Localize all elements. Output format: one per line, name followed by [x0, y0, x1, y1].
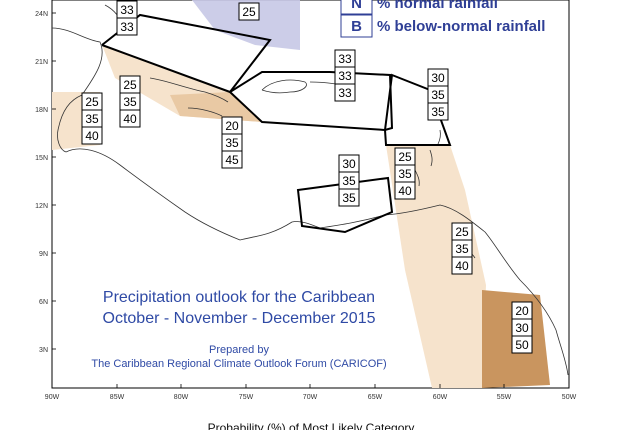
prob-value: 40	[398, 184, 412, 198]
prob-box-greater-antilles: 33 33 33	[334, 49, 356, 102]
below-normal-zone-east	[386, 145, 486, 388]
legend-label-n: % normal rainfall	[377, 0, 498, 12]
prob-value: 33	[338, 69, 352, 83]
prob-cell	[427, 102, 449, 121]
latitude-labels: 24N 21N 18N 15N 12N 9N 6N 3N	[35, 11, 48, 354]
lon-label-55w: 55W	[497, 394, 512, 401]
legend-letter-b: B	[351, 18, 362, 35]
prob-box-western-caribbean: 25 35 40	[119, 75, 141, 128]
legend-key-b	[340, 14, 373, 38]
prob-value: 50	[515, 338, 529, 352]
lon-label-75w: 75W	[239, 394, 254, 401]
outlook-title-line-2: October - November - December 2015	[103, 310, 376, 327]
lon-label-60w: 60W	[433, 394, 448, 401]
prob-box-venezuela-coast: 25 35 40	[451, 222, 473, 275]
prob-value: 35	[398, 167, 412, 181]
above-normal-zone-bahamas	[192, 0, 300, 50]
prob-box-bahamas-east: 25	[238, 2, 260, 21]
credit-line-1: Prepared by	[209, 344, 269, 356]
prob-box-belize: 25 35 40	[81, 92, 103, 145]
lat-label-9n: 9N	[39, 251, 48, 258]
lon-label-65w: 65W	[368, 394, 383, 401]
prob-value: 35	[431, 88, 445, 102]
prob-value: 40	[455, 259, 469, 273]
lon-label-85w: 85W	[110, 394, 125, 401]
prob-value: 35	[455, 242, 469, 256]
prob-value: 35	[342, 191, 356, 205]
prob-box-leeward-islands: 30 35 35	[427, 68, 449, 121]
prob-cell	[81, 126, 103, 145]
prob-value: 35	[431, 105, 445, 119]
prob-value: 33	[338, 86, 352, 100]
lat-ticks	[52, 12, 56, 350]
prob-cell	[238, 2, 260, 21]
prob-cell	[394, 181, 416, 200]
footer-caption: Probability (%) of Most Likely Category	[208, 421, 415, 430]
lon-label-80w: 80W	[174, 394, 189, 401]
legend-letter-n: N	[351, 0, 362, 12]
prob-cell	[119, 109, 141, 128]
prob-value: 30	[431, 71, 445, 85]
prob-value: 35	[225, 136, 239, 150]
prob-box-jamaica: 20 35 45	[221, 116, 243, 169]
longitude-labels: 90W 85W 80W 75W 70W 65W 60W 55W 50W	[45, 394, 577, 401]
outlook-title-line-1: Precipitation outlook for the Caribbean	[103, 289, 375, 306]
prob-value: 25	[85, 95, 99, 109]
prob-value: 25	[242, 5, 256, 19]
lat-label-21n: 21N	[35, 59, 48, 66]
prob-value: 25	[123, 78, 137, 92]
lon-ticks	[116, 384, 505, 388]
lat-label-24n: 24N	[35, 11, 48, 18]
prob-value: 35	[123, 95, 137, 109]
prob-cell	[511, 335, 533, 354]
prob-value: 40	[85, 129, 99, 143]
prob-value: 33	[120, 3, 134, 17]
prob-value: 25	[398, 150, 412, 164]
lat-label-6n: 6N	[39, 299, 48, 306]
prob-box-abc-islands: 30 35 35	[338, 154, 360, 207]
prob-value: 35	[85, 112, 99, 126]
prob-value: 35	[342, 174, 356, 188]
prob-value: 30	[342, 157, 356, 171]
credit-line-2: The Caribbean Regional Climate Outlook F…	[91, 358, 386, 370]
prob-cell	[116, 17, 138, 36]
lon-label-50w: 50W	[562, 394, 577, 401]
prob-value: 30	[515, 321, 529, 335]
lat-label-3n: 3N	[39, 347, 48, 354]
legend-label-b: % below-normal rainfall	[377, 18, 545, 35]
prob-box-guianas: 20 30 50	[511, 301, 533, 354]
probability-boxes: 3333252535402535402035453333333035353035…	[81, 0, 533, 354]
prob-cell	[451, 256, 473, 275]
prob-value: 20	[515, 304, 529, 318]
prob-value: 20	[225, 119, 239, 133]
lat-label-15n: 15N	[35, 155, 48, 162]
lat-label-18n: 18N	[35, 107, 48, 114]
prob-value: 25	[455, 225, 469, 239]
prob-value: 40	[123, 112, 137, 126]
prob-cell	[221, 150, 243, 169]
prob-value: 33	[120, 20, 134, 34]
legend-key-n	[340, 0, 373, 15]
prob-cell	[338, 188, 360, 207]
prob-value: 33	[338, 52, 352, 66]
lon-label-70w: 70W	[303, 394, 318, 401]
lat-label-12n: 12N	[35, 203, 48, 210]
legend: N % normal rainfall B % below-normal rai…	[340, 0, 545, 38]
prob-value: 45	[225, 153, 239, 167]
prob-box-windward-islands: 25 35 40	[394, 147, 416, 200]
below-normal-zone-jamaica	[170, 92, 262, 122]
prob-cell	[334, 83, 356, 102]
lon-label-90w: 90W	[45, 394, 60, 401]
